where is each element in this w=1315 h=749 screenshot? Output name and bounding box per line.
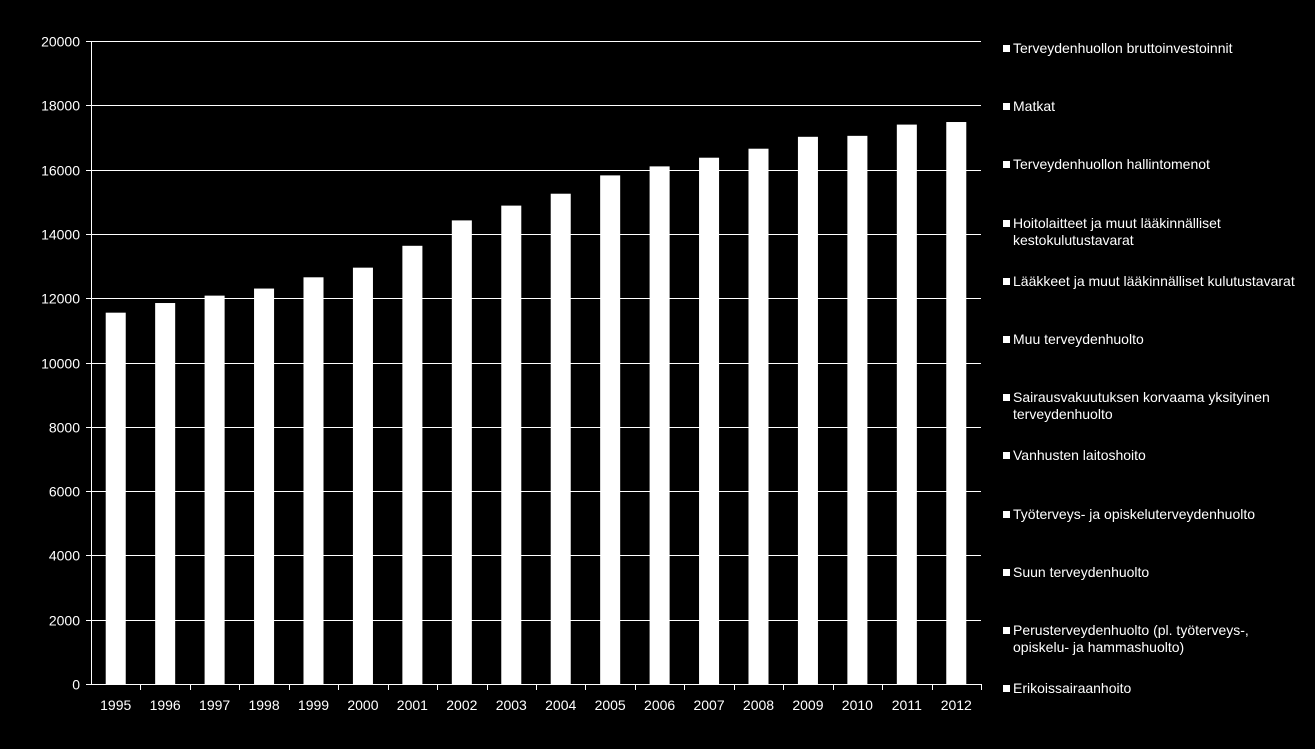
gridlines — [91, 41, 981, 621]
legend-item: Hoitolaitteet ja muut lääkinnälliset kes… — [1003, 215, 1303, 249]
bar-2009 — [797, 136, 818, 684]
y-tick-label: 10000 — [41, 356, 80, 372]
bar-2002 — [451, 220, 472, 684]
bar-2000 — [352, 267, 373, 684]
y-tick-label: 16000 — [41, 163, 80, 179]
bar-2005 — [600, 175, 621, 684]
bar-2008 — [748, 148, 769, 684]
legend-swatch — [1003, 452, 1010, 460]
x-tick-label: 2004 — [545, 697, 576, 713]
bar-1995 — [105, 312, 126, 684]
legend-item: Suun terveydenhuolto — [1003, 564, 1303, 581]
legend-item: Sairausvakuutuksen korvaama yksityinen t… — [1003, 389, 1303, 423]
y-tick-label: 6000 — [49, 484, 80, 500]
y-tick-labels: 0 2000 4000 6000 8000 10000 12000 14000 16000 180… — [41, 34, 80, 693]
legend-label: Terveydenhuollon bruttoinvestoinnit — [1013, 40, 1233, 56]
legend-label: Matkat — [1013, 98, 1056, 115]
legend-item: Matkat — [1003, 98, 1303, 115]
y-tick-label: 20000 — [41, 34, 80, 50]
y-tick-label: 4000 — [49, 548, 80, 564]
x-tick-label: 2009 — [792, 697, 823, 713]
y-tick-label: 8000 — [49, 420, 80, 436]
legend-item: Työterveys- ja opiskeluterveydenhuolto — [1003, 506, 1303, 523]
legend-item: Erikoissairaanhoito — [1003, 680, 1303, 697]
legend-item: Perusterveydenhuolto (pl. työterveys-, o… — [1003, 622, 1303, 656]
bar-2004 — [550, 193, 571, 684]
bar-2001 — [402, 245, 423, 684]
y-tick-label: 0 — [72, 677, 80, 693]
x-tick-label: 1997 — [199, 697, 230, 713]
legend-swatch — [1003, 627, 1010, 634]
x-tick-label: 1996 — [150, 697, 181, 713]
x-tick-label: 2011 — [892, 697, 922, 713]
legend-label: Vanhusten laitoshoito — [1013, 447, 1146, 464]
bar-1998 — [254, 288, 275, 684]
x-tick-label: 2003 — [496, 697, 527, 713]
legend-swatch — [1003, 103, 1010, 111]
legend-swatch — [1003, 394, 1010, 402]
bar-2012 — [946, 122, 967, 684]
legend-item: Vanhusten laitoshoito — [1003, 447, 1303, 464]
bar-1996 — [155, 303, 176, 684]
x-tick-label: 1998 — [248, 697, 279, 713]
legend-item: Terveydenhuollon hallintomenot — [1003, 156, 1303, 173]
legend-swatch — [1003, 336, 1010, 343]
x-tick-label: 2005 — [595, 697, 626, 713]
legend-swatch — [1003, 45, 1010, 52]
legend-swatch — [1003, 685, 1010, 693]
bar-2003 — [501, 205, 522, 684]
x-tick-label: 2010 — [842, 697, 873, 713]
bar-1997 — [204, 295, 225, 684]
legend-label: Erikoissairaanhoito — [1013, 680, 1132, 697]
legend-label: Sairausvakuutuksen korvaama yksityinen t… — [1013, 389, 1270, 423]
y-tick-label: 2000 — [49, 613, 80, 629]
legend-label: Perusterveydenhuolto (pl. työterveys-, o… — [1013, 622, 1249, 655]
legend-item: Muu terveydenhuolto — [1003, 331, 1303, 348]
bar-2007 — [699, 157, 720, 685]
x-tick-label: 2002 — [446, 697, 477, 713]
legend-swatch — [1003, 568, 1010, 576]
x-tick-label: 2006 — [644, 697, 675, 713]
legend-label: Suun terveydenhuolto — [1013, 563, 1150, 580]
x-tick-label: 2008 — [743, 697, 774, 713]
legend: Terveydenhuollon bruttoinvestoinnit Matka… — [1003, 40, 1308, 710]
x-tick-label: 2007 — [693, 697, 724, 713]
legend-label: Työterveys- ja opiskeluterveydenhuolto — [1013, 505, 1256, 522]
legend-label: Hoitolaitteet ja muut lääkinnälliset kes… — [1013, 214, 1221, 248]
legend-label: Muu terveydenhuolto — [1013, 331, 1144, 347]
x-tick-label: 2012 — [941, 697, 972, 713]
legend-swatch — [1003, 277, 1010, 285]
bar-2010 — [847, 135, 868, 684]
bar-2006 — [649, 166, 670, 684]
bars — [105, 122, 967, 685]
legend-label: Terveydenhuollon hallintomenot — [1013, 156, 1210, 173]
x-tick-label: 1995 — [100, 697, 131, 713]
legend-item: Terveydenhuollon bruttoinvestoinnit — [1003, 40, 1303, 57]
y-tick-label: 14000 — [41, 227, 80, 243]
x-tick-label: 2000 — [347, 697, 378, 713]
bar-2011 — [896, 124, 917, 685]
legend-label: Lääkkeet ja muut lääkinnälliset kulutust… — [1013, 272, 1295, 289]
y-tick-label: 12000 — [41, 291, 80, 307]
legend-swatch — [1003, 161, 1010, 169]
x-tick-label: 2001 — [397, 697, 428, 713]
y-tick-label: 18000 — [41, 98, 80, 114]
legend-swatch — [1003, 219, 1010, 227]
x-tick-labels: 1995 1996 1997 1998 1999 2000 2001 2002 2003 2004… — [100, 697, 972, 713]
legend-item: Lääkkeet ja muut lääkinnälliset kulutust… — [1003, 273, 1303, 290]
axes — [86, 41, 982, 690]
x-tick-label: 1999 — [298, 697, 329, 713]
legend-swatch — [1003, 510, 1010, 518]
bar-1999 — [303, 277, 324, 684]
